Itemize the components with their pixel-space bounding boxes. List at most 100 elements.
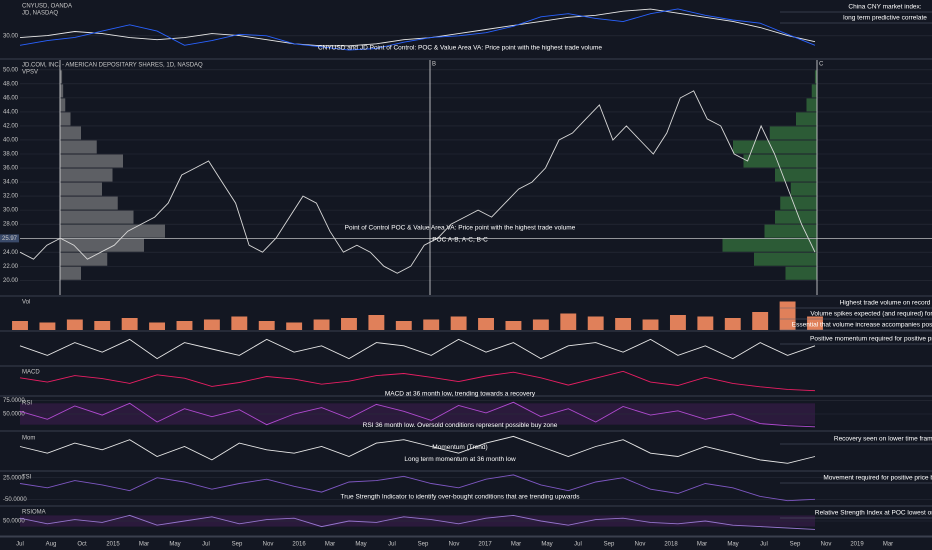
x-tick-label: Jul — [388, 542, 396, 548]
x-tick-label: Nov — [635, 542, 646, 548]
x-tick-label: Mar — [883, 542, 893, 548]
y-tick-label: 75.0000 — [3, 398, 25, 404]
profile-bar — [60, 210, 134, 224]
caption: MACD at 36 month low, trending towards a… — [385, 390, 536, 397]
volume-bar — [313, 319, 330, 330]
volume-bar — [697, 316, 714, 330]
profile-bar — [60, 140, 97, 154]
volume-bar — [66, 319, 83, 330]
y-tick-label: -50.0000 — [3, 497, 27, 503]
profile-bar — [775, 168, 817, 182]
series-line — [19, 435, 816, 464]
x-tick-label: Jul — [202, 542, 210, 548]
volume-bar — [286, 322, 303, 330]
profile-bar — [764, 224, 817, 238]
x-tick-label: 2017 — [478, 542, 492, 548]
profile-bar — [785, 266, 817, 280]
profile-bar — [60, 168, 113, 182]
caption: POC A-B, A-C, B-C — [432, 237, 488, 244]
y-tick-label: 50.00 — [3, 67, 19, 73]
profile-bar — [754, 252, 817, 266]
volume-bar — [615, 318, 632, 330]
profile-bar — [722, 238, 817, 252]
x-tick-label: Sep — [790, 542, 801, 548]
volume-bar — [532, 319, 549, 330]
y-tick-label: 44.00 — [3, 109, 19, 115]
x-tick-label: Mar — [325, 542, 335, 548]
series-line — [19, 474, 816, 502]
pane-subtitle: VPSV — [22, 70, 38, 76]
y-tick-label: 30.00 — [3, 208, 19, 214]
x-tick-label: May — [169, 542, 180, 548]
volume-bar — [505, 321, 522, 330]
x-tick-label: Sep — [604, 542, 615, 548]
volume-bar — [203, 319, 220, 330]
x-tick-label: Sep — [418, 542, 429, 548]
range-marker: B — [432, 62, 436, 68]
caption: Point of Control POC & Value Area VA: Pr… — [345, 225, 576, 232]
volume-bar — [341, 318, 357, 330]
series-line — [19, 514, 816, 530]
y-tick-label: 38.00 — [3, 152, 19, 158]
x-tick-label: Aug — [46, 542, 57, 548]
volume-bar — [368, 315, 385, 330]
volume-bar — [587, 316, 604, 330]
profile-bar — [60, 154, 123, 168]
y-tick-label: 46.00 — [3, 95, 19, 101]
note: Highest trade volume on record — [840, 300, 931, 307]
series-line — [19, 338, 816, 360]
series-line — [19, 8, 816, 51]
x-tick-label: Nov — [821, 542, 832, 548]
y-tick-label: 50.0000 — [3, 412, 25, 418]
volume-bar — [258, 321, 275, 330]
note: Volume spikes expected (and required) fo… — [810, 311, 932, 318]
pane-title: RSIOMA — [22, 510, 46, 516]
series-line — [19, 401, 816, 428]
x-tick-label: 2018 — [664, 542, 678, 548]
note: Relative Strength Index at POC lowest on… — [815, 510, 932, 517]
x-tick-label: Nov — [263, 542, 274, 548]
volume-bar — [94, 321, 111, 330]
x-tick-label: Sep — [232, 542, 243, 548]
y-tick-label: 36.00 — [3, 166, 19, 172]
caption: True Strength Indicator to identify over… — [341, 493, 581, 500]
profile-bar — [769, 126, 817, 140]
volume-bar — [807, 316, 823, 330]
y-tick-label: 30.00 — [3, 33, 19, 39]
x-tick-label: Mar — [697, 542, 707, 548]
pane-title: JD.COM, INC. - AMERICAN DEPOSITARY SHARE… — [22, 63, 203, 69]
profile-bar — [733, 140, 817, 154]
poc-label: 25.97 — [2, 236, 18, 242]
series-line — [19, 90, 816, 274]
volume-bar — [560, 313, 577, 330]
x-tick-label: Jul — [574, 542, 582, 548]
caption: RSI 36 month low. Oversold conditions re… — [363, 422, 558, 429]
volume-bar — [752, 312, 769, 330]
x-tick-label: May — [355, 542, 366, 548]
volume-bar — [669, 315, 686, 330]
pane-title: CNYUSD, OANDA — [22, 4, 72, 10]
y-tick-label: 48.00 — [3, 81, 19, 87]
profile-bar — [60, 224, 165, 238]
volume-bar — [231, 316, 248, 330]
volume-bar — [450, 316, 467, 330]
profile-bar — [60, 238, 144, 252]
x-tick-label: Jul — [16, 542, 24, 548]
profile-bar — [775, 210, 817, 224]
note: Essential that volume increase accompani… — [792, 322, 932, 329]
profile-bar — [60, 70, 63, 84]
pane-subtitle: JD, NASDAQ — [22, 11, 58, 17]
x-tick-label: Nov — [449, 542, 460, 548]
x-tick-label: 2016 — [292, 542, 306, 548]
y-tick-label: 32.00 — [3, 194, 19, 200]
profile-bar — [60, 266, 81, 280]
volume-bar — [176, 321, 193, 330]
volume-bar — [724, 318, 741, 330]
y-tick-label: 50.0000 — [3, 519, 25, 525]
profile-bar — [60, 252, 108, 266]
x-tick-label: Mar — [511, 542, 521, 548]
caption: Long term momentum at 36 month low — [404, 456, 516, 463]
y-tick-label: 20.00 — [3, 278, 19, 284]
